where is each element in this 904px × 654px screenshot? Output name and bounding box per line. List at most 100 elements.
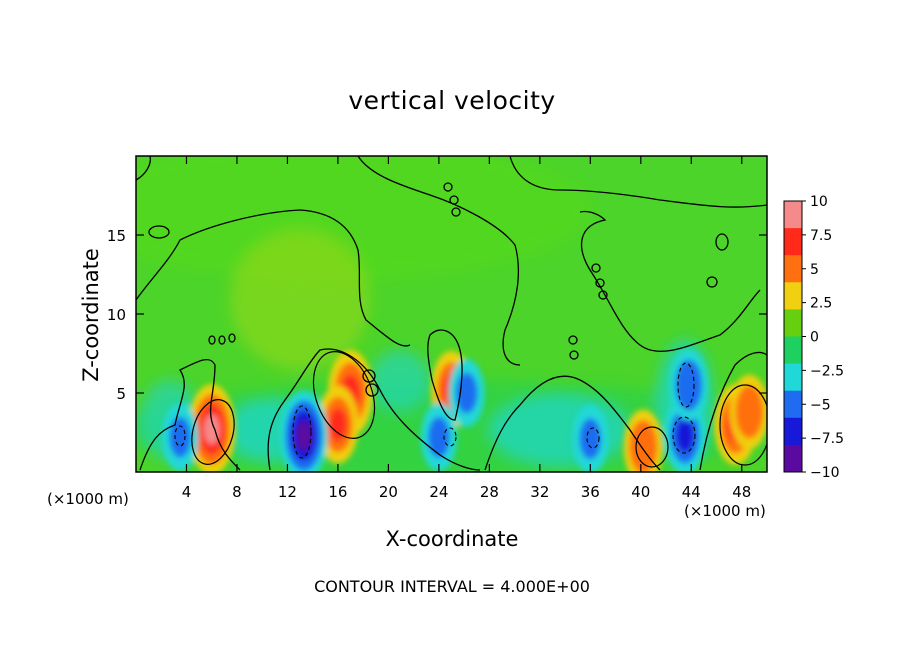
colorbar-tick-label: 10 bbox=[810, 194, 828, 210]
contour-small-16 bbox=[365, 383, 379, 397]
colorbar-segment bbox=[784, 336, 802, 364]
contour-zero-bottom-right bbox=[699, 351, 767, 471]
colorbar-segment bbox=[784, 363, 802, 391]
velocity-core-level bbox=[680, 369, 697, 401]
contour-small-14 bbox=[228, 333, 236, 343]
contour-small-12 bbox=[208, 335, 216, 345]
x-tick-label: 20 bbox=[379, 483, 398, 501]
x-tick-label: 36 bbox=[581, 483, 600, 501]
field-lower-cyan-3 bbox=[490, 395, 630, 465]
x-tick-label: 16 bbox=[328, 483, 347, 501]
x-tick-label: 28 bbox=[480, 483, 499, 501]
contour-small-9 bbox=[706, 276, 718, 288]
velocity-core bbox=[328, 350, 374, 436]
contour-downdraft-3 bbox=[677, 362, 695, 408]
velocity-core-level bbox=[740, 396, 758, 428]
velocity-core-level bbox=[329, 408, 347, 442]
contour-positive-rings bbox=[191, 351, 767, 468]
velocity-core bbox=[280, 390, 328, 472]
velocity-core bbox=[420, 403, 457, 472]
colorbar-tick-label: 5 bbox=[810, 262, 819, 278]
contour-downdraft-4 bbox=[174, 425, 186, 447]
velocity-core bbox=[162, 403, 199, 472]
chart-title: vertical velocity bbox=[348, 86, 556, 115]
contour-interval-note: CONTOUR INTERVAL = 4.000E+00 bbox=[314, 577, 590, 596]
velocity-core bbox=[669, 349, 708, 421]
colorbar-segment bbox=[784, 282, 802, 310]
field-upper-region bbox=[136, 156, 590, 280]
colorbar-tick-label: −7.5 bbox=[810, 431, 844, 447]
colorbar-segment bbox=[784, 255, 802, 283]
x-tick-label: 24 bbox=[429, 483, 448, 501]
contour-negative bbox=[174, 362, 696, 459]
velocity-core-level bbox=[455, 372, 478, 414]
contour-updraft-ring-4 bbox=[719, 384, 767, 466]
velocity-core bbox=[729, 374, 767, 450]
contour-zero-upper bbox=[136, 209, 411, 347]
velocity-core-level bbox=[169, 416, 191, 458]
x-tick-label: 4 bbox=[182, 483, 192, 501]
x-tick-label: 44 bbox=[682, 483, 701, 501]
field-lower-cyan-2 bbox=[370, 350, 430, 410]
contour-small-5 bbox=[451, 207, 461, 217]
colorbar-segment bbox=[784, 444, 802, 473]
x-tick-label: 40 bbox=[631, 483, 650, 501]
velocity-core-level bbox=[579, 418, 602, 460]
contour-downdraft-1 bbox=[292, 405, 312, 459]
colorbar-segment bbox=[784, 228, 802, 256]
velocity-core-level bbox=[203, 414, 220, 445]
colorbar-tick-label: 2.5 bbox=[810, 296, 832, 312]
x-tick-label: 12 bbox=[278, 483, 297, 501]
y-tick-label: 15 bbox=[107, 227, 126, 245]
contour-small-1 bbox=[148, 225, 170, 239]
contour-zero-top-left bbox=[136, 156, 151, 181]
contour-zero-bottom-left bbox=[139, 358, 241, 471]
colorbar-segment bbox=[784, 309, 802, 337]
contour-downdraft-2 bbox=[672, 416, 696, 454]
colorbar-tick-label: −10 bbox=[810, 465, 840, 481]
y-axis-label: Z-coordinate bbox=[79, 248, 103, 382]
contour-small-7 bbox=[595, 278, 605, 288]
colorbar-segment bbox=[784, 390, 802, 419]
contour-lines bbox=[136, 156, 767, 471]
contour-zero-top-right bbox=[509, 156, 767, 208]
contour-downdraft-5 bbox=[586, 427, 600, 449]
velocity-core bbox=[623, 409, 663, 472]
contour-updraft-ring-1 bbox=[191, 399, 235, 465]
contour-updraft-ring-3 bbox=[635, 426, 669, 468]
colorbar-segment bbox=[784, 417, 802, 446]
contour-small-13 bbox=[218, 335, 226, 345]
velocity-core bbox=[572, 404, 609, 472]
contour-small-3 bbox=[443, 182, 453, 192]
contour-small-6 bbox=[591, 263, 601, 273]
colorbar-segment bbox=[784, 201, 802, 229]
y-tick-label: 5 bbox=[116, 385, 126, 403]
x-tick-label: 32 bbox=[530, 483, 549, 501]
velocity-core-level bbox=[676, 419, 694, 453]
x-unit-label-left: (×1000 m) bbox=[47, 490, 129, 508]
contour-zero-upper-right bbox=[579, 210, 761, 352]
velocity-core-level bbox=[428, 416, 450, 458]
contour-zero-bottom-mid bbox=[267, 348, 481, 471]
contour-small-4 bbox=[449, 195, 459, 205]
contour-zero-plume bbox=[427, 329, 463, 421]
colorbar-tick-label: −5 bbox=[810, 397, 831, 413]
velocity-core-level bbox=[295, 420, 312, 451]
x-axis-label: X-coordinate bbox=[385, 527, 519, 551]
colorbar-tick-label: −2.5 bbox=[810, 363, 844, 379]
y-tick-label: 10 bbox=[107, 306, 126, 324]
contour-downdraft-6 bbox=[443, 427, 457, 447]
contour-small-10 bbox=[568, 335, 578, 345]
velocity-core bbox=[448, 359, 485, 427]
x-tick-label: 8 bbox=[232, 483, 242, 501]
contour-updraft-ring-2 bbox=[312, 351, 376, 439]
contour-small-2 bbox=[715, 233, 729, 251]
x-tick-label: 48 bbox=[732, 483, 751, 501]
contour-small-8 bbox=[598, 290, 608, 300]
x-unit-label-right: (×1000 m) bbox=[684, 502, 766, 520]
contour-zero-upper-mid bbox=[357, 156, 521, 366]
contour-small-11 bbox=[569, 350, 579, 360]
colorbar-tick-label: 7.5 bbox=[810, 228, 832, 244]
colorbar-tick-label: 0 bbox=[810, 330, 819, 346]
